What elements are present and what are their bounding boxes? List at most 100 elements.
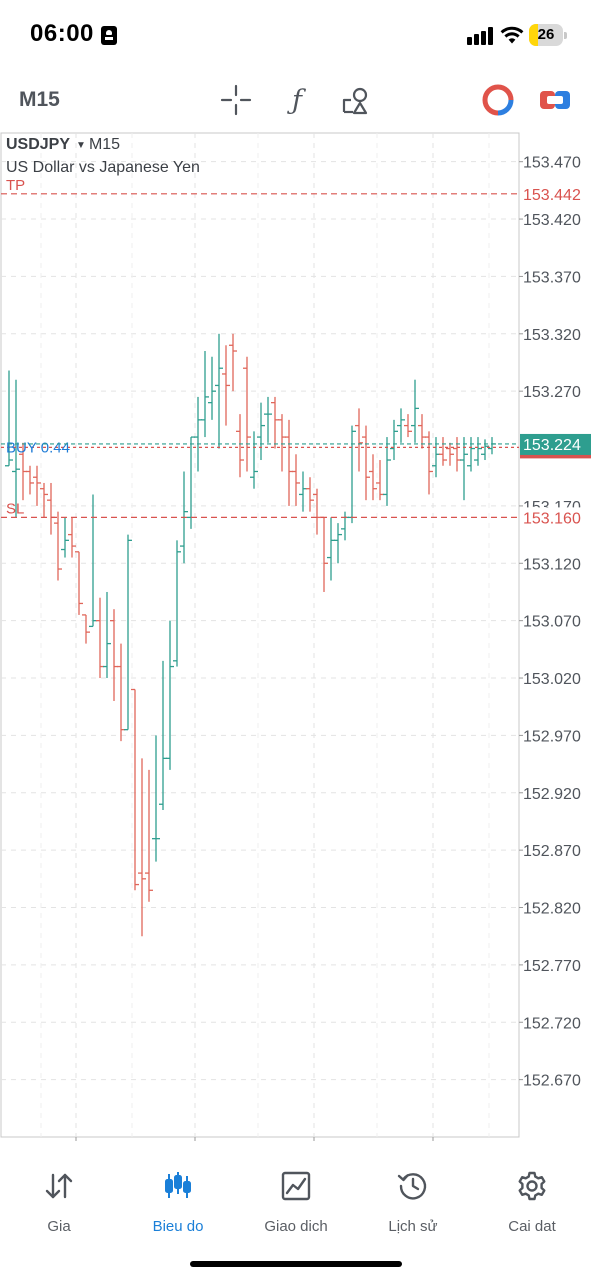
ohlc-bar: [243, 356, 251, 472]
price-chart[interactable]: 153.470 153.420 153.370 153.320 153.270 153.1…: [0, 131, 591, 1141]
ohlc-bar: [425, 431, 433, 495]
ohlc-bar: [404, 414, 412, 438]
sl-label: SL: [6, 500, 24, 517]
y-tick-label: 152.770: [523, 958, 581, 975]
chart-toolbar: M15 ƒ: [0, 70, 591, 130]
bid-price: 153.224: [523, 437, 581, 454]
ohlc-bar: [467, 437, 475, 472]
ohlc-bar: [390, 419, 398, 461]
tp-price: 153.442: [523, 187, 581, 204]
ohlc-bar: [145, 769, 153, 902]
trade-signal-icon[interactable]: [480, 82, 516, 118]
y-tick-label: 153.270: [523, 384, 581, 401]
nav-history[interactable]: Lịch sử: [358, 1170, 468, 1236]
sl-price: 153.160: [523, 510, 581, 527]
ohlc-bar: [166, 620, 174, 770]
sl-price-bg: [520, 507, 591, 529]
ohlc-bar: [33, 465, 41, 506]
ohlc-bar: [383, 437, 391, 506]
nav-label-quotes: Gia: [47, 1218, 71, 1235]
wifi-icon: [500, 26, 524, 44]
nav-settings[interactable]: Cai dat: [477, 1170, 587, 1236]
ohlc-bar: [5, 370, 13, 467]
ohlc-bar: [124, 534, 132, 731]
ohlc-bar: [201, 351, 209, 438]
objects-icon[interactable]: [338, 82, 374, 118]
ohlc-bar: [215, 333, 223, 449]
nav-chart[interactable]: Bieu do: [123, 1170, 233, 1236]
ohlc-bar: [12, 379, 20, 518]
symbol-name: USDJPY: [6, 136, 71, 153]
tp-label: TP: [6, 177, 25, 194]
crosshair-icon[interactable]: [218, 82, 254, 118]
nav-label-chart: Bieu do: [152, 1218, 204, 1235]
y-tick-label: 153.320: [523, 327, 581, 344]
ohlc-bar: [264, 396, 272, 443]
ohlc-bar: [26, 465, 34, 495]
id-card-icon: [101, 26, 117, 45]
ohlc-bar: [236, 414, 244, 478]
status-bar: 06:00 26: [0, 0, 591, 70]
cellular-signal-icon: [467, 27, 493, 45]
ohlc-bar: [152, 735, 160, 862]
bottom-navigation: Gia Bieu do Giao dich Lịch sử: [0, 1160, 591, 1240]
ohlc-bar: [439, 437, 447, 466]
y-tick-label: 152.720: [523, 1015, 581, 1032]
ohlc-bar: [61, 517, 69, 558]
y-tick-label: 153.020: [523, 671, 581, 688]
ohlc-bar: [138, 758, 146, 937]
symbol-description: US Dollar vs Japanese Yen: [6, 159, 200, 176]
y-tick-label: 153.420: [523, 212, 581, 229]
history-icon: [397, 1173, 427, 1200]
ohlc-bar: [82, 614, 90, 644]
y-tick-label: 153.470: [523, 155, 581, 172]
ohlc-bar: [362, 425, 370, 501]
home-indicator: [190, 1261, 402, 1267]
nav-trade[interactable]: Giao dich: [241, 1170, 351, 1236]
ohlc-bar: [411, 379, 419, 443]
ohlc-bar: [334, 523, 342, 564]
ohlc-bar: [103, 591, 111, 679]
ohlc-bar: [68, 517, 76, 558]
nav-label-trade: Giao dich: [264, 1218, 328, 1235]
position-label: BUY 0.44: [6, 439, 70, 456]
ohlc-bar: [222, 345, 230, 426]
ohlc-bar: [474, 437, 482, 466]
bid-price-box: [520, 433, 591, 455]
settings-gear-icon: [518, 1171, 546, 1201]
ohlc-bar: [131, 688, 139, 891]
symbol-timeframe: M15: [88, 136, 121, 153]
y-tick-label: 152.920: [523, 786, 581, 803]
ohlc-bar: [397, 408, 405, 443]
ohlc-bar: [446, 442, 454, 466]
timeframe-button[interactable]: M15: [19, 88, 60, 111]
y-tick-label: 152.870: [523, 843, 581, 860]
ohlc-bar: [306, 477, 314, 512]
ohlc-bar: [173, 540, 181, 667]
ohlc-bar: [257, 402, 265, 461]
trade-chart-icon: [281, 1171, 311, 1201]
function-icon[interactable]: ƒ: [292, 84, 302, 116]
chart-symbol-header[interactable]: USDJPY ▼ M15: [6, 136, 120, 154]
chart-candles-icon: [165, 1172, 191, 1198]
ohlc-bar: [481, 439, 489, 461]
y-tick-label: 152.670: [523, 1073, 581, 1090]
y-tick-label: 153.120: [523, 556, 581, 573]
ohlc-bar: [250, 431, 258, 489]
ohlc-bar: [40, 482, 48, 518]
y-tick-label: 153.070: [523, 614, 581, 631]
one-click-trade-icon[interactable]: [537, 82, 573, 118]
status-time: 06:00: [30, 20, 94, 47]
ohlc-chart-canvas[interactable]: 153.470 153.420 153.370 153.320 153.270 153.1…: [0, 131, 591, 1141]
plot-frame: [0, 132, 520, 1138]
y-tick-label: 152.970: [523, 728, 581, 745]
ohlc-bar: [355, 408, 363, 472]
ohlc-bar: [369, 454, 377, 501]
ohlc-bar: [292, 454, 300, 506]
nav-label-settings: Cai dat: [508, 1218, 556, 1235]
symbol-dropdown-icon[interactable]: ▼: [76, 140, 86, 151]
nav-quotes[interactable]: Gia: [4, 1170, 114, 1236]
ohlc-bar: [75, 551, 83, 615]
battery-percent: 26: [537, 26, 555, 43]
ohlc-bar: [208, 356, 216, 420]
